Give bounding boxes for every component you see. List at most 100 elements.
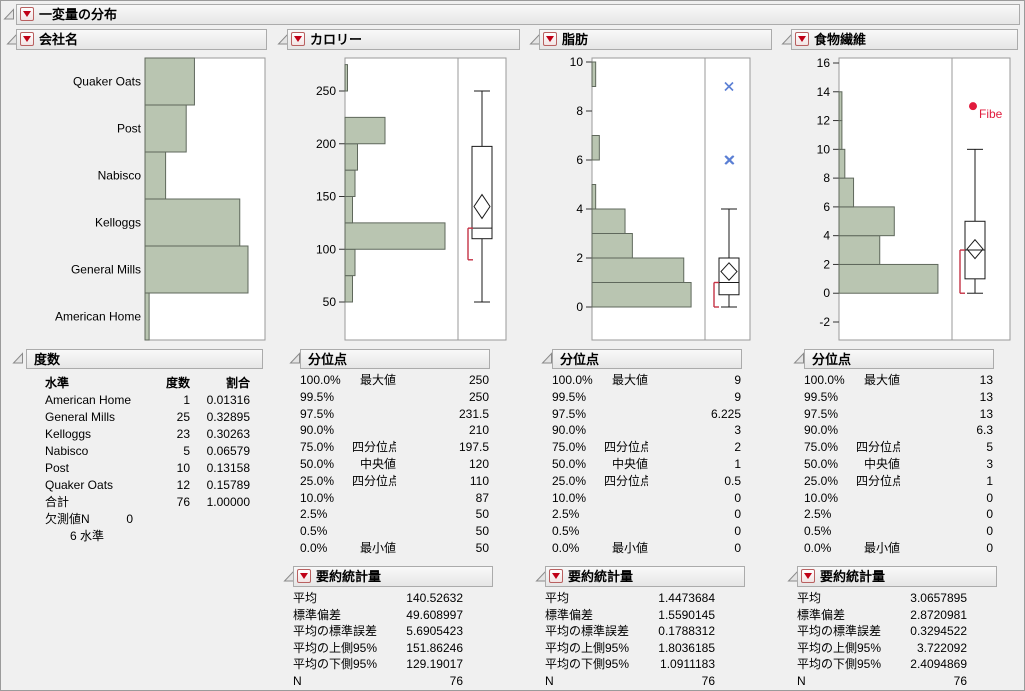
- calories-histogram-boxplot: 50 100 150 200 250: [316, 57, 507, 341]
- report-title-bar: 一変量の分布: [16, 4, 1020, 25]
- shortest-half-bracket-icon: [959, 249, 965, 294]
- panel-title: カロリー: [310, 32, 363, 47]
- section-title: 分位点: [560, 352, 600, 367]
- histogram-bin-bar[interactable]: [838, 148, 846, 179]
- quantile-row: 99.5% 250: [300, 389, 489, 406]
- cell: 度数: [165, 376, 190, 390]
- quantile-row: 99.5% 13: [804, 389, 993, 406]
- bar[interactable]: [144, 245, 249, 294]
- histogram-bin-bar[interactable]: [838, 177, 855, 208]
- cell: 3.0657895: [910, 591, 967, 605]
- quantile-row: 90.0% 210: [300, 422, 489, 439]
- red-triangle-menu-icon[interactable]: [795, 32, 809, 46]
- cell: 平均: [545, 591, 570, 605]
- cell: 90.0%: [300, 423, 335, 438]
- cell: American Home: [45, 393, 132, 407]
- cell: 13: [979, 406, 993, 421]
- disclosure-triangle-icon[interactable]: [12, 352, 25, 365]
- cell: 0.3294522: [910, 624, 967, 639]
- category-label: American Home: [55, 310, 141, 324]
- table-row: Nabisco 5 0.06579: [45, 443, 250, 460]
- histogram-bin-bar[interactable]: [344, 275, 353, 303]
- histogram-bin-bar[interactable]: [591, 233, 633, 259]
- cell: 50: [475, 524, 489, 539]
- outlier-point-label: Fibe: [979, 107, 1003, 121]
- outlier-x-icon[interactable]: [725, 155, 735, 165]
- summary-stat-row: 平均の標準誤差 0.1788312: [545, 623, 715, 640]
- quantiles-table: 100.0% 最大値 13 99.5% 13 97.5% 13 90.0% 6.3 75.0% 四分…: [804, 372, 993, 557]
- cell: 140.52632: [406, 591, 463, 605]
- cell: 0.32895: [206, 410, 250, 424]
- cell: [604, 490, 648, 507]
- cell: 1.0911183: [660, 657, 715, 672]
- disclosure-triangle-icon[interactable]: [541, 352, 554, 365]
- outlier-point[interactable]: [969, 102, 977, 111]
- red-triangle-menu-icon[interactable]: [20, 32, 34, 46]
- cell: [604, 422, 648, 439]
- bar[interactable]: [144, 57, 195, 106]
- histogram-bin-bar[interactable]: [344, 143, 358, 171]
- cell: 0: [986, 507, 993, 522]
- box-plot: [471, 90, 493, 303]
- disclosure-triangle-icon[interactable]: [793, 352, 806, 365]
- cell: 2.4094869: [910, 657, 967, 672]
- red-triangle-menu-icon[interactable]: [543, 32, 557, 46]
- cell: 0.15789: [206, 478, 250, 492]
- cell: 50.0%: [804, 456, 839, 471]
- histogram-bin-bar[interactable]: [838, 120, 843, 150]
- quantile-row: 0.0% 最小値 0: [804, 540, 993, 557]
- red-triangle-menu-icon[interactable]: [297, 569, 311, 583]
- cell: 99.5%: [804, 389, 839, 404]
- histogram-bin-bar[interactable]: [838, 91, 843, 122]
- summary-stat-row: N 76: [545, 673, 715, 690]
- iqr-box: [471, 145, 493, 240]
- bar[interactable]: [144, 292, 150, 341]
- cell: 10.0%: [552, 490, 587, 505]
- histogram-bin-bar[interactable]: [344, 116, 386, 145]
- section-header-summary-calories: 要約統計量: [293, 566, 493, 587]
- panel-title: 脂肪: [562, 32, 589, 47]
- disclosure-triangle-icon[interactable]: [289, 352, 302, 365]
- cell: 最大値: [611, 373, 648, 387]
- bar[interactable]: [144, 198, 241, 247]
- histogram-bin-bar[interactable]: [344, 222, 446, 250]
- histogram-bin-bar[interactable]: [591, 61, 597, 87]
- table-row: 合計 76 1.00000: [45, 494, 250, 511]
- cell: 2.5%: [804, 507, 832, 522]
- histogram-bin-bar[interactable]: [591, 135, 600, 161]
- section-header-quantiles-fiber: 分位点: [804, 349, 994, 369]
- mean-diamond: [966, 238, 984, 260]
- section-title: 要約統計量: [316, 569, 382, 584]
- mean-diamond: [473, 193, 491, 220]
- cell: [856, 406, 900, 423]
- red-triangle-menu-icon[interactable]: [801, 569, 815, 583]
- histogram-bin-bar[interactable]: [591, 208, 626, 234]
- cell: 平均の標準誤差: [293, 624, 378, 639]
- quantile-row: 25.0% 四分位点 1: [804, 473, 993, 490]
- outlier-x-icon[interactable]: [724, 81, 734, 92]
- cell: 5: [986, 440, 993, 455]
- histogram-bin-bar[interactable]: [344, 196, 353, 224]
- red-triangle-menu-icon[interactable]: [291, 32, 305, 46]
- histogram-bin-bar[interactable]: [344, 248, 356, 277]
- cell: 250: [468, 389, 489, 404]
- cell: 97.5%: [804, 406, 839, 421]
- cell: 50: [475, 540, 489, 555]
- bar[interactable]: [144, 151, 167, 200]
- cell: 0.5%: [804, 524, 832, 539]
- bar[interactable]: [144, 104, 187, 153]
- cell: 25.0%: [804, 473, 839, 488]
- histogram-bin-bar[interactable]: [591, 282, 692, 308]
- histogram-bin-bar[interactable]: [838, 206, 895, 237]
- histogram-bin-bar[interactable]: [591, 257, 685, 283]
- histogram-bin-bar[interactable]: [344, 64, 348, 92]
- histogram-bin-bar[interactable]: [591, 184, 597, 210]
- disclosure-triangle-icon[interactable]: [3, 8, 16, 21]
- category-label: Nabisco: [98, 169, 142, 183]
- histogram-bin-bar[interactable]: [838, 263, 939, 294]
- red-triangle-menu-icon[interactable]: [549, 569, 563, 583]
- red-triangle-menu-icon[interactable]: [20, 7, 34, 21]
- histogram-bin-bar[interactable]: [838, 235, 881, 265]
- cell: 250: [468, 373, 489, 387]
- histogram-bin-bar[interactable]: [344, 169, 356, 197]
